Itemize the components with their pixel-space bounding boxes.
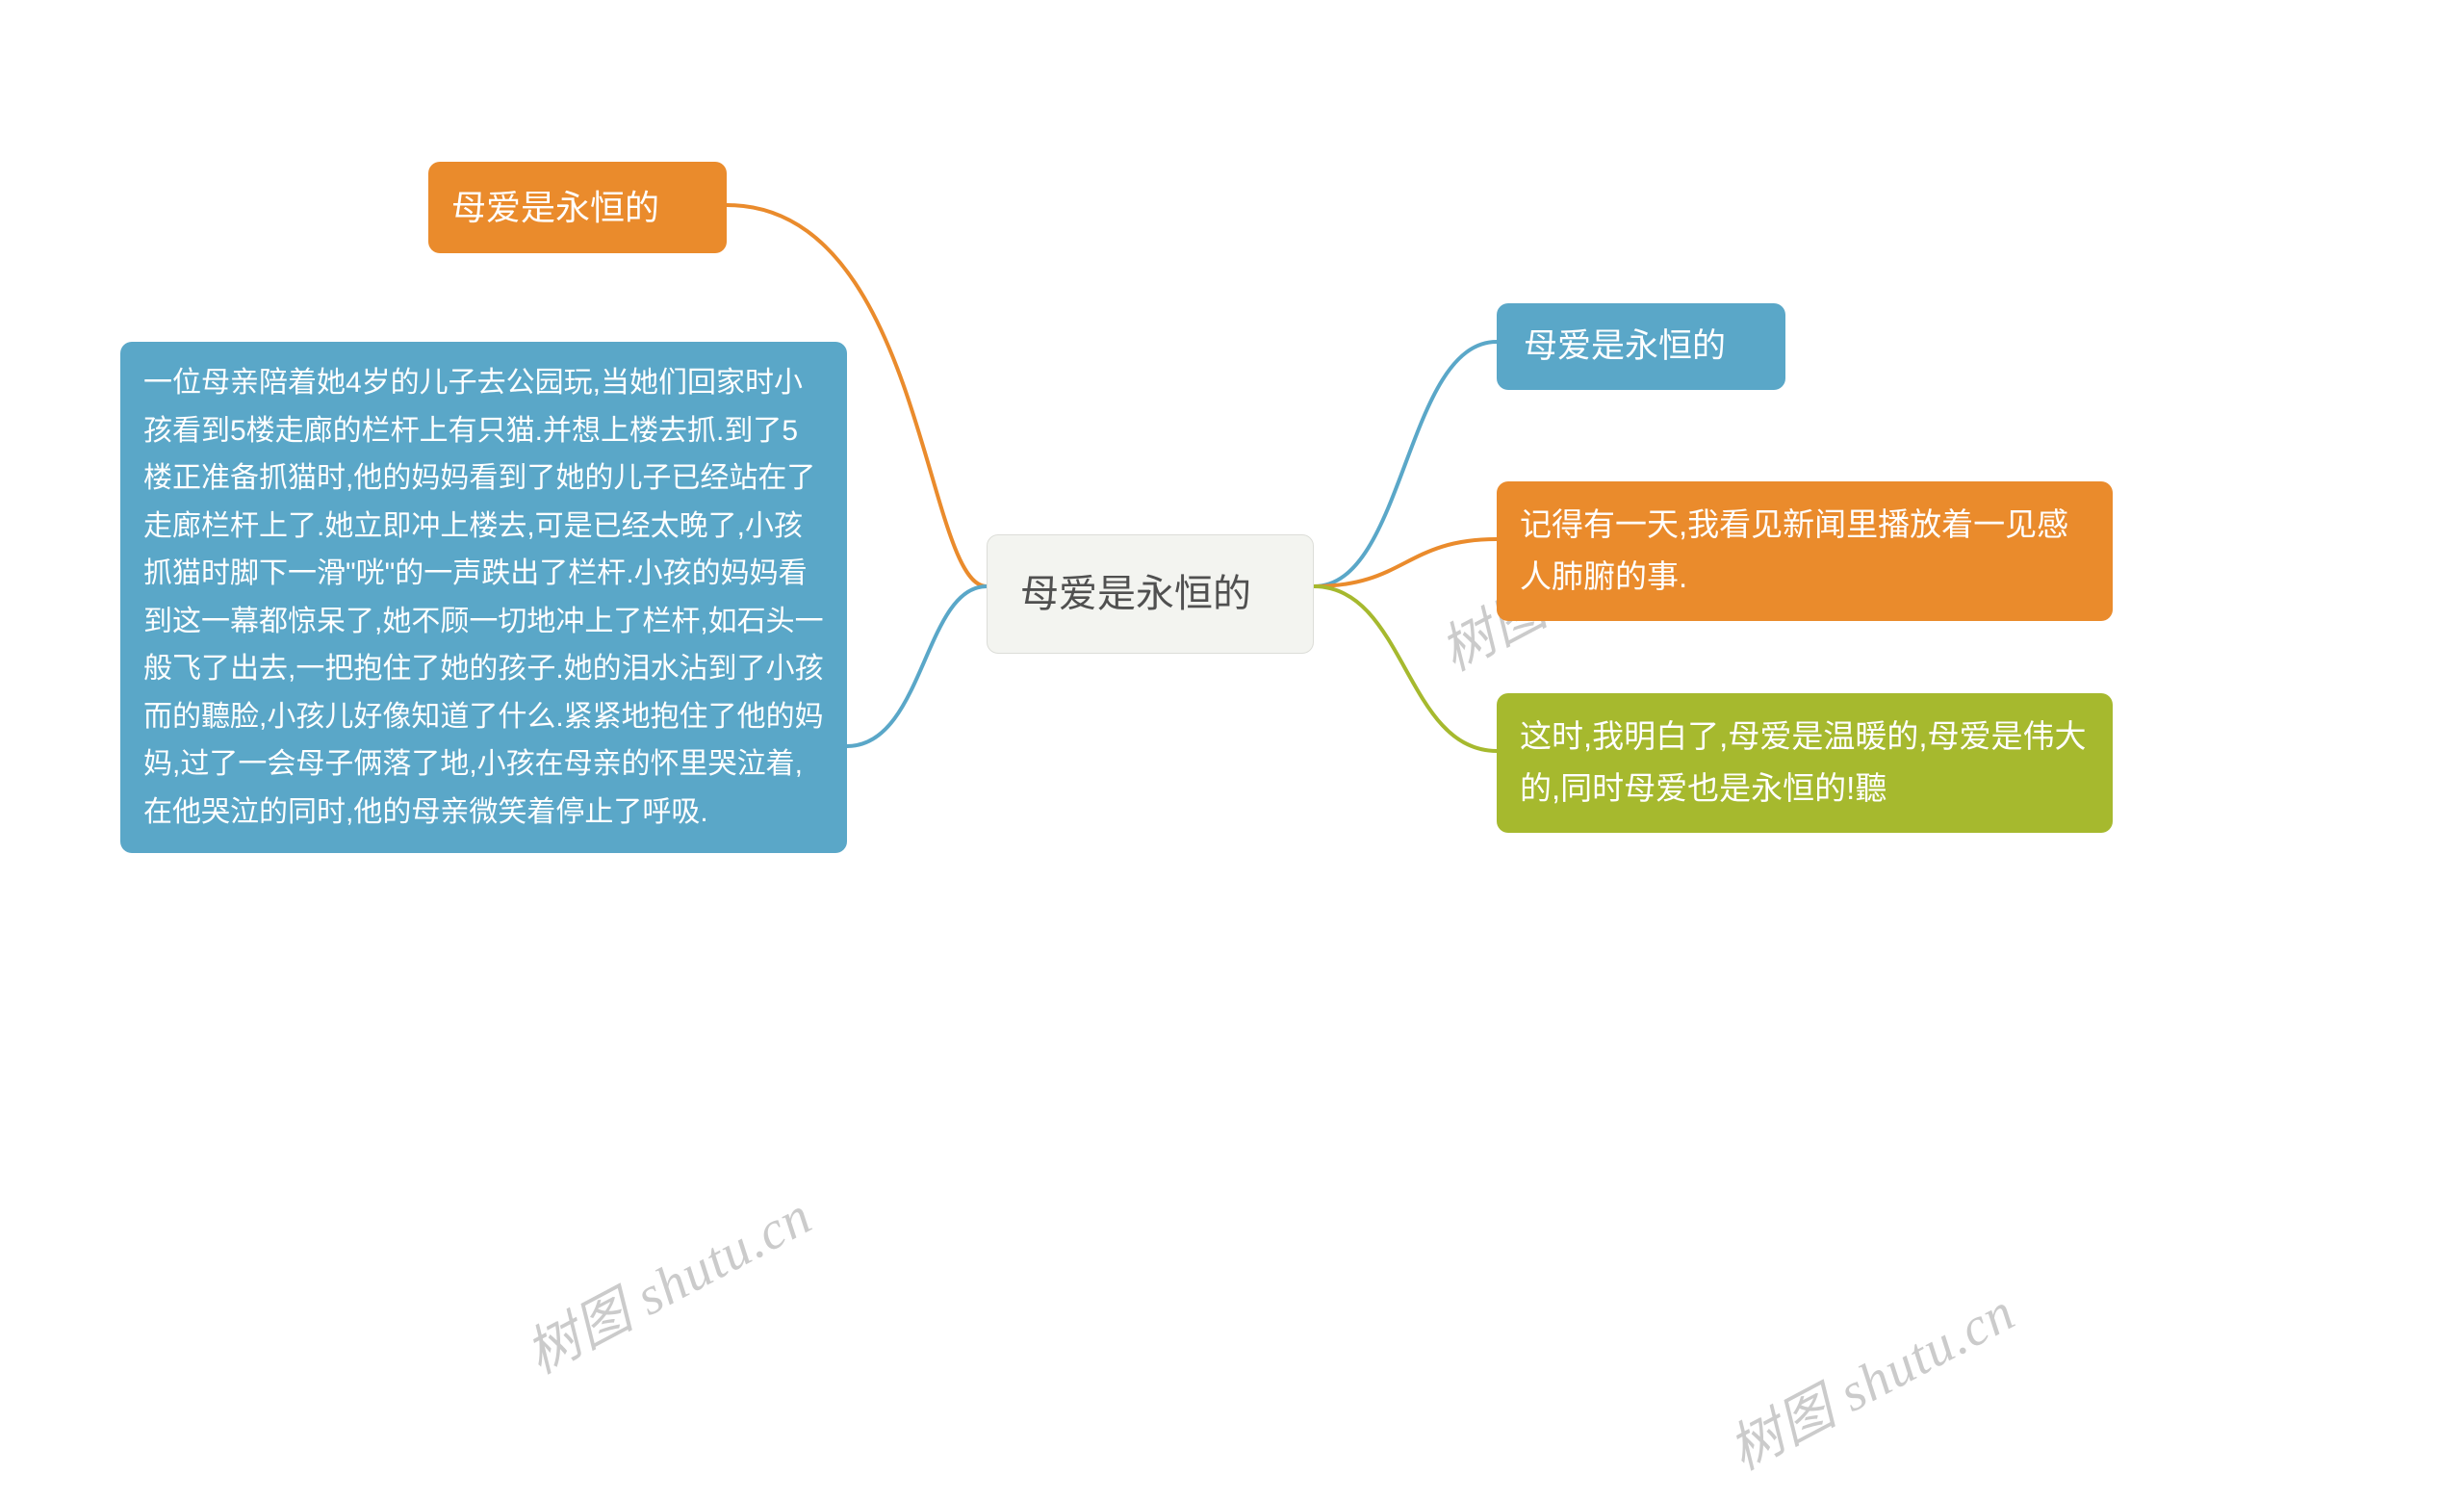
center-node-text: 母爱是永恒的 bbox=[1020, 573, 1251, 615]
watermark: 树图 shutu.cn bbox=[510, 1173, 823, 1388]
connector-left-bottom bbox=[847, 586, 987, 746]
watermark: 树图 shutu.cn bbox=[1713, 1269, 2026, 1485]
branch-node-right-3[interactable]: 这时,我明白了,母爱是温暖的,母爱是伟大的,同时母爱也是永恒的!聽 bbox=[1497, 693, 2113, 833]
node-text: 记得有一天,我看见新闻里播放着一见感人肺腑的事. bbox=[1520, 506, 2068, 594]
branch-node-left-bottom[interactable]: 一位母亲陪着她4岁的儿子去公园玩,当她们回家时小孩看到5楼走廊的栏杆上有只猫.并… bbox=[120, 342, 847, 853]
branch-node-right-2[interactable]: 记得有一天,我看见新闻里播放着一见感人肺腑的事. bbox=[1497, 481, 2113, 621]
node-text: 这时,我明白了,母爱是温暖的,母爱是伟大的,同时母爱也是永恒的!聽 bbox=[1520, 718, 2087, 806]
connector-right-3 bbox=[1314, 586, 1497, 751]
connector-right-2 bbox=[1314, 539, 1497, 586]
center-node[interactable]: 母爱是永恒的 bbox=[987, 534, 1314, 654]
branch-node-right-1[interactable]: 母爱是永恒的 bbox=[1497, 303, 1785, 390]
node-text: 母爱是永恒的 bbox=[1524, 327, 1726, 365]
mindmap-canvas: 树图 shutu.cn 树图 shutu.cn 树图 shutu.cn 树图 s… bbox=[0, 0, 2464, 1501]
node-text: 一位母亲陪着她4岁的儿子去公园玩,当她们回家时小孩看到5楼走廊的栏杆上有只猫.并… bbox=[143, 367, 824, 828]
connector-right-1 bbox=[1314, 342, 1497, 586]
node-text: 母爱是永恒的 bbox=[451, 188, 659, 227]
branch-node-left-top[interactable]: 母爱是永恒的 bbox=[428, 162, 727, 253]
